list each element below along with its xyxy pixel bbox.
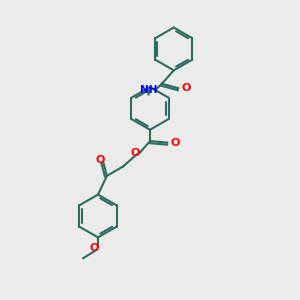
Text: O: O: [170, 138, 180, 148]
Text: O: O: [130, 148, 140, 158]
Text: NH: NH: [140, 85, 157, 95]
Text: O: O: [95, 154, 104, 164]
Text: O: O: [181, 83, 190, 93]
Text: O: O: [89, 243, 99, 254]
